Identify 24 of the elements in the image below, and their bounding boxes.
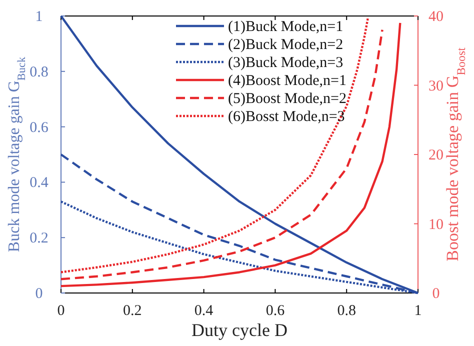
- y-tick-label: 0.6: [30, 120, 49, 136]
- y2-tick-label: 40: [428, 9, 444, 25]
- y2-tick-label: 10: [428, 216, 444, 233]
- y-tick-label: 0.4: [30, 175, 49, 192]
- x-tick-label: 0: [57, 303, 65, 319]
- x-tick-label: 0.4: [194, 303, 214, 319]
- x-tick-label: 0.8: [337, 303, 356, 319]
- legend-label: (5)Boost Mode,n=2: [228, 91, 346, 107]
- y-tick-label: 1: [35, 9, 43, 25]
- y2-tick-label: 0: [432, 286, 440, 302]
- y-tick-label: 0.2: [30, 230, 48, 247]
- x-tick-label: 0.2: [123, 303, 142, 319]
- y-tick-label: 0: [35, 286, 43, 302]
- x-axis-title: Duty cycle D: [192, 320, 288, 340]
- y-tick-label: 0.8: [30, 64, 48, 80]
- x-tick-label: 0.6: [266, 303, 286, 319]
- legend-label: (4)Boost Mode,n=1: [228, 73, 346, 89]
- x-tick-label: 1: [414, 303, 422, 319]
- legend-label: (3)Buck Mode,n=3: [228, 55, 344, 71]
- legend-label: (1)Buck Mode,n=1: [228, 19, 344, 35]
- legend-label: (6)Bosst Mode,n=3: [228, 109, 345, 125]
- legend-label: (2)Buck Mode,n=2: [228, 37, 344, 53]
- y2-tick-label: 30: [428, 78, 444, 94]
- y2-tick-label: 20: [428, 148, 444, 164]
